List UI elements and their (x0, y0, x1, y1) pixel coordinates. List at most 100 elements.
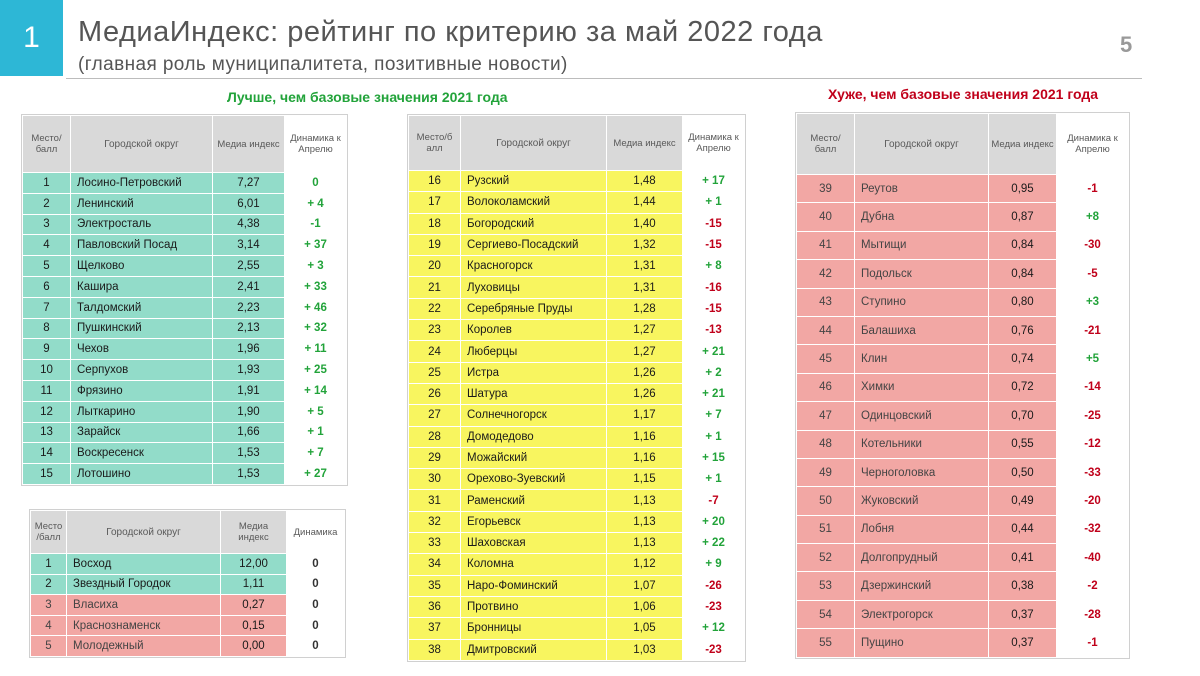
index-cell: 1,32 (606, 233, 683, 257)
table-row: 21 Луховицы 1,31 -16 (408, 276, 745, 299)
table-header-row: Место/ балл Городской округ Медиа индекс… (796, 113, 1129, 175)
col-index-header: Медиа индекс (988, 113, 1057, 175)
table-row: 5 Молодежный 0,00 0 (30, 635, 345, 657)
dynamics-cell: + 7 (284, 442, 347, 465)
table-row: 17 Волоколамский 1,44 + 1 (408, 191, 745, 214)
col-place-header: Место/б алл (408, 115, 461, 171)
index-cell: 2,55 (212, 255, 285, 277)
index-cell: 0,80 (988, 287, 1057, 317)
col-dynamics-header: Динамика к Апрелю (284, 115, 347, 173)
district-cell: Черноголовка (854, 457, 989, 488)
index-cell: 0,41 (988, 543, 1057, 573)
table-row: 25 Истра 1,26 + 2 (408, 361, 745, 384)
place-cell: 30 (408, 468, 461, 491)
index-cell: 0,44 (988, 514, 1057, 545)
col-dynamics-header: Динамика к Апрелю (1056, 113, 1129, 175)
district-cell: Серебряные Пруды (460, 297, 607, 321)
district-cell: Реутов (854, 173, 989, 204)
index-cell: 1,03 (606, 638, 683, 661)
table-row: 14 Воскресенск 1,53 + 7 (22, 442, 347, 465)
dynamics-cell: + 32 (284, 317, 347, 340)
district-cell: Лыткарино (70, 400, 213, 423)
dynamics-cell: 0 (286, 594, 345, 616)
district-cell: Лосино-Петровский (70, 172, 213, 194)
place-cell: 16 (408, 169, 461, 193)
district-cell: Домодедово (460, 425, 607, 448)
place-cell: 33 (408, 532, 461, 555)
col-index-header: Медиа индекс (220, 510, 287, 554)
place-cell: 45 (796, 344, 855, 374)
place-cell: 1 (30, 553, 67, 575)
place-cell: 38 (408, 638, 461, 661)
dynamics-cell: + 1 (682, 191, 745, 214)
district-cell: Луховицы (460, 276, 607, 299)
dynamics-cell: -15 (682, 297, 745, 321)
table-row: 1 Восход 12,00 0 (30, 553, 345, 575)
dynamics-cell: +3 (1056, 287, 1129, 317)
district-cell: Пушкинский (70, 317, 213, 340)
table-row: 40 Дубна 0,87 +8 (796, 202, 1129, 232)
table-row: 4 Краснознаменск 0,15 0 (30, 614, 345, 637)
index-cell: 1,28 (606, 297, 683, 321)
table-row: 22 Серебряные Пруды 1,28 -15 (408, 297, 745, 321)
table-row: 5 Щелково 2,55 + 3 (22, 255, 347, 277)
caption-better: Лучше, чем базовые значения 2021 года (227, 89, 508, 105)
table-row: 37 Бронницы 1,05 + 12 (408, 617, 745, 640)
table-row: 54 Электрогорск 0,37 -28 (796, 599, 1129, 630)
table-row: 49 Черноголовка 0,50 -33 (796, 457, 1129, 488)
table-row: 31 Раменский 1,13 -7 (408, 489, 745, 512)
index-cell: 1,27 (606, 340, 683, 363)
dynamics-cell: + 1 (682, 425, 745, 448)
index-cell: 1,12 (606, 553, 683, 576)
rating-table-bottom: Место/ балл Городской округ Медиа индекс… (796, 113, 1129, 658)
table-row: 19 Сергиево-Посадский 1,32 -15 (408, 233, 745, 257)
dynamics-cell: -1 (1056, 628, 1129, 658)
place-cell: 37 (408, 617, 461, 640)
dynamics-cell: + 5 (284, 400, 347, 423)
place-cell: 8 (22, 317, 71, 340)
index-cell: 1,53 (212, 442, 285, 465)
dynamics-cell: -23 (682, 595, 745, 619)
index-cell: 0,38 (988, 571, 1057, 601)
place-cell: 2 (22, 192, 71, 215)
table-row: 20 Красногорск 1,31 + 8 (408, 255, 745, 278)
dynamics-cell: -16 (682, 276, 745, 299)
col-dynamics-header: Динамика к Апрелю (682, 115, 745, 171)
dynamics-cell: + 8 (682, 255, 745, 278)
dynamics-cell: + 4 (284, 192, 347, 215)
table-row: 11 Фрязино 1,91 + 14 (22, 379, 347, 402)
index-cell: 0,70 (988, 401, 1057, 431)
index-cell: 1,53 (212, 463, 285, 485)
index-cell: 1,27 (606, 319, 683, 342)
place-cell: 51 (796, 514, 855, 545)
dynamics-cell: -23 (682, 638, 745, 661)
dynamics-cell: + 46 (284, 296, 347, 319)
index-cell: 1,31 (606, 276, 683, 299)
district-cell: Протвино (460, 595, 607, 619)
district-cell: Балашиха (854, 315, 989, 346)
table-row: 53 Дзержинский 0,38 -2 (796, 571, 1129, 601)
district-cell: Коломна (460, 553, 607, 576)
place-cell: 1 (22, 172, 71, 194)
district-cell: Чехов (70, 338, 213, 361)
dynamics-cell: + 25 (284, 359, 347, 381)
index-cell: 1,90 (212, 400, 285, 423)
district-cell: Одинцовский (854, 401, 989, 431)
dynamics-cell: -5 (1056, 259, 1129, 289)
place-cell: 54 (796, 599, 855, 630)
dynamics-cell: + 1 (682, 468, 745, 491)
district-cell: Раменский (460, 489, 607, 512)
district-cell: Химки (854, 372, 989, 403)
district-cell: Наро-Фоминский (460, 574, 607, 597)
dynamics-cell: + 14 (284, 379, 347, 402)
dynamics-cell: 0 (286, 553, 345, 575)
dynamics-cell: -26 (682, 574, 745, 597)
dynamics-cell: + 15 (682, 446, 745, 470)
district-cell: Фрязино (70, 379, 213, 402)
district-cell: Королев (460, 319, 607, 342)
place-cell: 50 (796, 486, 855, 516)
district-cell: Дзержинский (854, 571, 989, 601)
dynamics-cell: -13 (682, 319, 745, 342)
table-row: 12 Лыткарино 1,90 + 5 (22, 400, 347, 423)
district-cell: Талдомский (70, 296, 213, 319)
